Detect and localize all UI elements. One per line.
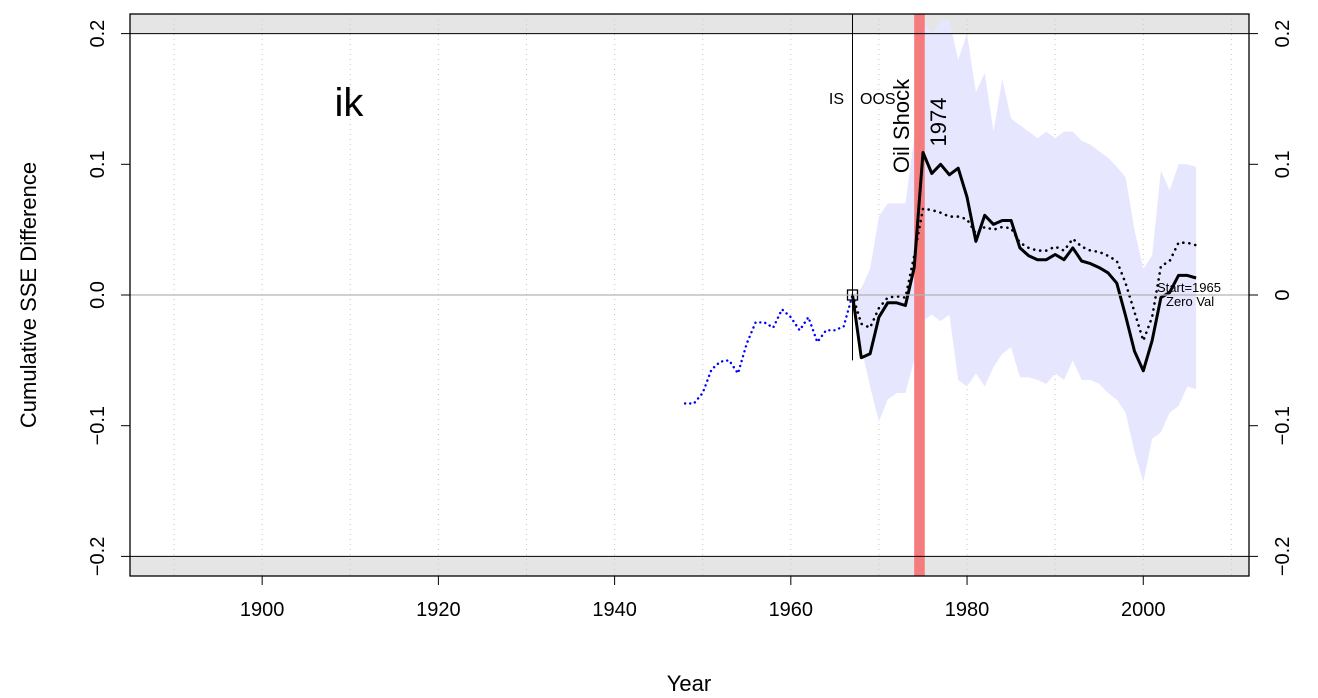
zero-note: Zero Val — [1166, 294, 1214, 309]
y-axis-title: Cumulative SSE Difference — [16, 162, 41, 428]
y-tick-label-right: 0 — [1272, 289, 1294, 300]
panel-label: ik — [335, 81, 365, 125]
y-tick-label-left: −0.1 — [87, 406, 109, 445]
upper-gray-band — [130, 14, 1249, 34]
x-tick-label: 1920 — [416, 599, 461, 621]
y-tick-label-left: 0.1 — [87, 150, 109, 178]
x-tick-label: 2000 — [1121, 599, 1166, 621]
y-tick-label-right: −0.1 — [1272, 406, 1294, 445]
y-tick-label-left: 0.2 — [87, 20, 109, 48]
x-tick-label: 1940 — [592, 599, 637, 621]
oos-cumulative-line — [851, 151, 1197, 373]
event-label: Oil Shock — [889, 78, 914, 173]
background-layer — [130, 14, 1249, 576]
y-tick-label-left: −0.2 — [87, 537, 109, 576]
y-tick-label-right: −0.2 — [1272, 537, 1294, 576]
x-tick-label: 1900 — [240, 599, 285, 621]
y-tick-label-right: 0.2 — [1272, 20, 1294, 48]
lower-gray-band — [130, 556, 1249, 576]
axes-layer: 1900 1920 1940 1960 1980 2000 −0.2 −0.2 −0.1 −0.1… — [87, 13, 1294, 621]
event-year-label: 1974 — [926, 98, 951, 147]
oos-benchmark-dotted-line — [851, 207, 1198, 345]
split-label-is: IS — [829, 91, 844, 108]
start-note: Start=1965 — [1157, 280, 1221, 295]
x-tick-label: 1980 — [945, 599, 990, 621]
in-sample-line — [683, 293, 854, 405]
x-tick-label: 1960 — [769, 599, 814, 621]
x-axis-title: Year — [667, 671, 711, 696]
y-tick-label-right: 0.1 — [1272, 150, 1294, 178]
split-label-oos: OOS — [860, 91, 896, 108]
y-tick-label-left: 0.0 — [87, 281, 109, 309]
